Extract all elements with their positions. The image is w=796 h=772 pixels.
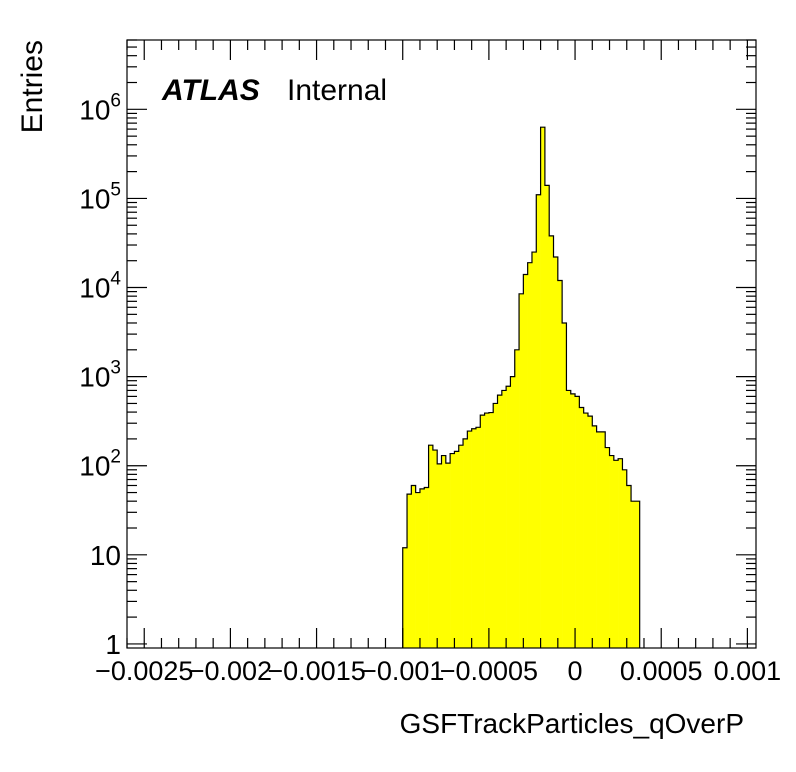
plot-frame [126, 39, 757, 649]
y-tick-label: 104 [79, 269, 121, 304]
x-tick-label: 0.001 [714, 656, 782, 686]
histogram-bin [562, 322, 567, 648]
histogram-bin [454, 451, 460, 648]
histogram-bin [583, 413, 589, 648]
histogram-bin [506, 386, 511, 648]
histogram-bin [432, 450, 438, 648]
histogram-bin [488, 412, 494, 648]
histogram-bin [458, 445, 464, 648]
histogram-bin [463, 438, 468, 648]
y-tick-label: 103 [79, 358, 121, 393]
atlas-label: ATLAS [161, 74, 260, 107]
histogram-bin [402, 547, 408, 648]
histogram-bin [626, 485, 632, 648]
histogram-bin [441, 455, 447, 648]
histogram-outline [402, 126, 641, 648]
histogram-bin [493, 403, 498, 648]
histogram-bin [428, 445, 434, 648]
histogram-bin [471, 428, 477, 648]
histogram-bin [475, 427, 481, 648]
x-tick-label: −0.0015 [267, 656, 365, 686]
histogram-bin [579, 407, 584, 648]
histogram-bin [605, 447, 610, 648]
histogram-bin [631, 501, 636, 648]
histogram-bin [527, 262, 533, 648]
histogram-bin [544, 185, 550, 648]
x-tick-label: −0.0005 [440, 656, 538, 686]
histogram-bin [618, 458, 623, 648]
histogram-bin [407, 494, 412, 648]
y-axis-tick-labels: 1 10 102 103 104 105 106 [79, 90, 121, 660]
histogram-bin [497, 395, 503, 648]
histogram-bin [596, 431, 602, 648]
histogram-bin [609, 455, 615, 648]
y-axis-ticks [127, 39, 756, 645]
y-tick-label: 102 [79, 447, 121, 482]
histogram-bin [600, 431, 606, 648]
histogram-bin [557, 280, 563, 648]
histogram-bin [415, 492, 421, 648]
histogram-bin [484, 413, 490, 648]
histogram-bin [437, 463, 442, 648]
histogram-bin [523, 274, 528, 648]
histogram-bin [575, 396, 580, 648]
histogram-bin [613, 460, 619, 648]
histogram-bin [467, 431, 472, 648]
x-axis-label: GSFTrackParticles_qOverP [400, 708, 744, 739]
x-axis-tick-labels: −0.0025−0.002−0.0015−0.001−0.0005 0 0.0005… [95, 656, 781, 686]
histogram-bin [445, 463, 451, 648]
y-tick-label: 1 [105, 629, 121, 660]
histogram-bin [566, 390, 572, 648]
histogram-bin [531, 252, 537, 648]
histogram-bin [553, 257, 559, 648]
histogram-bin [519, 293, 524, 648]
x-tick-label: −0.001 [361, 656, 444, 686]
x-axis-ticks [126, 40, 748, 648]
histogram-bin [587, 416, 593, 648]
histogram-bin [480, 415, 485, 648]
y-axis-label: Entries [16, 40, 49, 133]
x-tick-label: −0.002 [189, 656, 272, 686]
histogram-bin [592, 425, 597, 648]
histogram-bin [549, 235, 554, 648]
histogram-bin [450, 453, 455, 648]
x-tick-label: 0 [568, 656, 583, 686]
histogram-bin [514, 349, 520, 648]
histogram-bin [419, 488, 425, 648]
histogram-bars [402, 127, 640, 649]
y-tick-label: 10 [90, 540, 121, 571]
histogram-bin [411, 485, 416, 648]
histogram-bin [510, 376, 516, 648]
histogram-bin [570, 393, 576, 648]
histogram-bin [536, 194, 541, 649]
histogram-bin [540, 127, 546, 648]
x-tick-label: 0.0005 [620, 656, 703, 686]
x-tick-label: −0.0025 [95, 656, 193, 686]
histogram-bin [501, 390, 507, 648]
y-tick-label: 105 [79, 179, 121, 214]
histogram-bin [635, 501, 640, 648]
histogram-bin [622, 469, 628, 648]
histogram-bin [424, 487, 429, 648]
y-tick-label: 106 [79, 90, 121, 125]
atlas-status-label: Internal [287, 74, 387, 107]
